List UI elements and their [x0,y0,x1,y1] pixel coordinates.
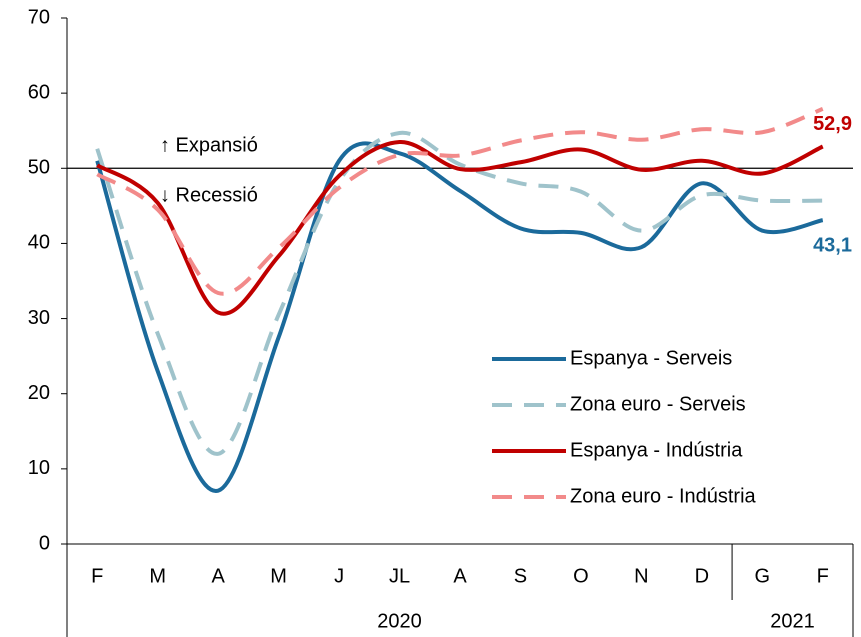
y-tick-label: 10 [28,457,50,479]
x-tick-label: D [695,565,709,587]
legend-label: Zona euro - Serveis [570,393,746,415]
y-tick-label: 30 [28,307,50,329]
y-tick-label: 0 [39,532,50,554]
x-tick-label: G [755,565,771,587]
y-tick-label: 70 [28,6,50,28]
x-tick-label: F [817,565,829,587]
end-label: 52,9 [813,113,852,135]
x-tick-label: A [453,565,467,587]
x-tick-label: JL [389,565,410,587]
legend-label: Zona euro - Indústria [570,485,757,507]
y-tick-label: 40 [28,232,50,254]
legend-label: Espanya - Indústria [570,439,743,461]
group-label: 2021 [770,610,815,632]
x-tick-label: N [634,565,648,587]
line [95,130,823,456]
x-tick-label: O [573,565,589,587]
y-tick-label: 20 [28,382,50,404]
line [96,107,824,296]
legend-label: Espanya - Serveis [570,347,732,369]
x-tick-label: A [211,565,225,587]
x-tick-label: F [91,565,103,587]
x-tick-label: S [514,565,527,587]
group-label: 2020 [377,610,422,632]
annotation: ↑ Expansió [160,135,258,157]
x-tick-label: M [149,565,166,587]
end-label: 43,1 [813,234,852,256]
y-tick-label: 60 [28,81,50,103]
line [96,139,824,316]
y-tick-label: 50 [28,157,50,179]
x-tick-label: J [334,565,344,587]
annotation: ↓ Recessió [160,185,258,207]
x-tick-label: M [270,565,287,587]
line [95,141,824,493]
